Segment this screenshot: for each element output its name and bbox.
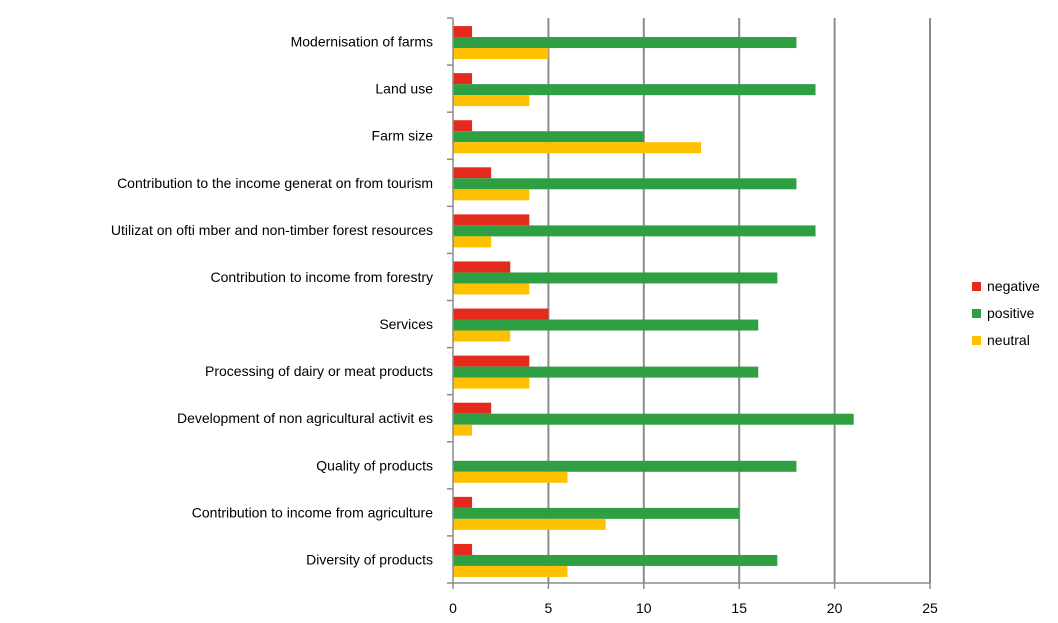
legend-swatch-positive [972, 309, 981, 318]
category-label: Farm size [372, 128, 434, 144]
bar-positive [453, 84, 816, 96]
bar-positive [453, 507, 740, 519]
bar-neutral [453, 283, 530, 295]
bar-positive [453, 413, 854, 425]
bar-negative [453, 73, 473, 85]
legend-label-positive: positive [987, 305, 1035, 321]
bar-neutral [453, 471, 568, 483]
category-labels: Modernisation of farms Land use Farm size C… [111, 34, 433, 568]
bar-negative [453, 308, 549, 320]
x-tick-labels: 0 5 10 15 20 25 [449, 600, 938, 616]
bar-positive [453, 366, 759, 378]
category-label: Contribution to income from agriculture [192, 504, 433, 520]
category-label: Services [379, 316, 433, 332]
bar-neutral [453, 189, 530, 201]
bar-positive [453, 37, 797, 49]
bar-negative [453, 26, 473, 38]
bar-positive [453, 225, 816, 237]
bars [453, 26, 854, 577]
bar-positive [453, 460, 797, 472]
bar-neutral [453, 424, 473, 436]
category-label: Contribution to income from forestry [210, 269, 433, 285]
category-label: Land use [375, 81, 433, 97]
bar-negative [453, 355, 530, 367]
bar-neutral [453, 377, 530, 389]
bar-neutral [453, 518, 606, 530]
bar-positive [453, 178, 797, 190]
bar-neutral [453, 95, 530, 107]
category-label: Diversity of products [306, 551, 433, 567]
bar-neutral [453, 48, 549, 60]
bar-negative [453, 167, 492, 179]
legend-label-negative: negative [987, 278, 1040, 294]
bar-negative [453, 120, 473, 132]
x-tick-label: 25 [922, 600, 938, 616]
category-label: Contribution to the income generat on fr… [117, 175, 433, 191]
x-tick-label: 15 [731, 600, 747, 616]
bar-negative [453, 214, 530, 226]
bar-neutral [453, 330, 511, 342]
legend-swatch-neutral [972, 336, 981, 345]
x-tick-label: 20 [827, 600, 843, 616]
bar-positive [453, 131, 644, 143]
category-label: Modernisation of farms [291, 34, 433, 50]
legend: negative positive neutral [972, 278, 1040, 348]
bar-neutral [453, 236, 492, 248]
grid-lines [547, 18, 931, 583]
category-label: Quality of products [316, 457, 433, 473]
bar-positive [453, 272, 778, 284]
category-label: Development of non agricultural activit … [177, 410, 433, 426]
category-label: Processing of dairy or meat products [205, 363, 433, 379]
bar-negative [453, 402, 492, 414]
x-tick-label: 10 [636, 600, 652, 616]
legend-swatch-negative [972, 282, 981, 291]
bar-positive [453, 554, 778, 566]
x-tick-label: 5 [545, 600, 553, 616]
bar-negative [453, 261, 511, 273]
bar-positive [453, 319, 759, 331]
bar-negative [453, 543, 473, 555]
axes [447, 17, 931, 589]
category-label: Utilizat on ofti mber and non-timber for… [111, 222, 433, 238]
x-tick-label: 0 [449, 600, 457, 616]
bar-neutral [453, 142, 702, 154]
bar-negative [453, 496, 473, 508]
bar-neutral [453, 565, 568, 577]
legend-label-neutral: neutral [987, 332, 1030, 348]
